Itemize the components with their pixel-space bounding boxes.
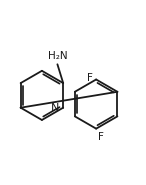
Text: N: N xyxy=(51,103,60,113)
Text: F: F xyxy=(98,132,104,142)
Text: H₂N: H₂N xyxy=(48,51,67,61)
Text: F: F xyxy=(87,73,93,83)
